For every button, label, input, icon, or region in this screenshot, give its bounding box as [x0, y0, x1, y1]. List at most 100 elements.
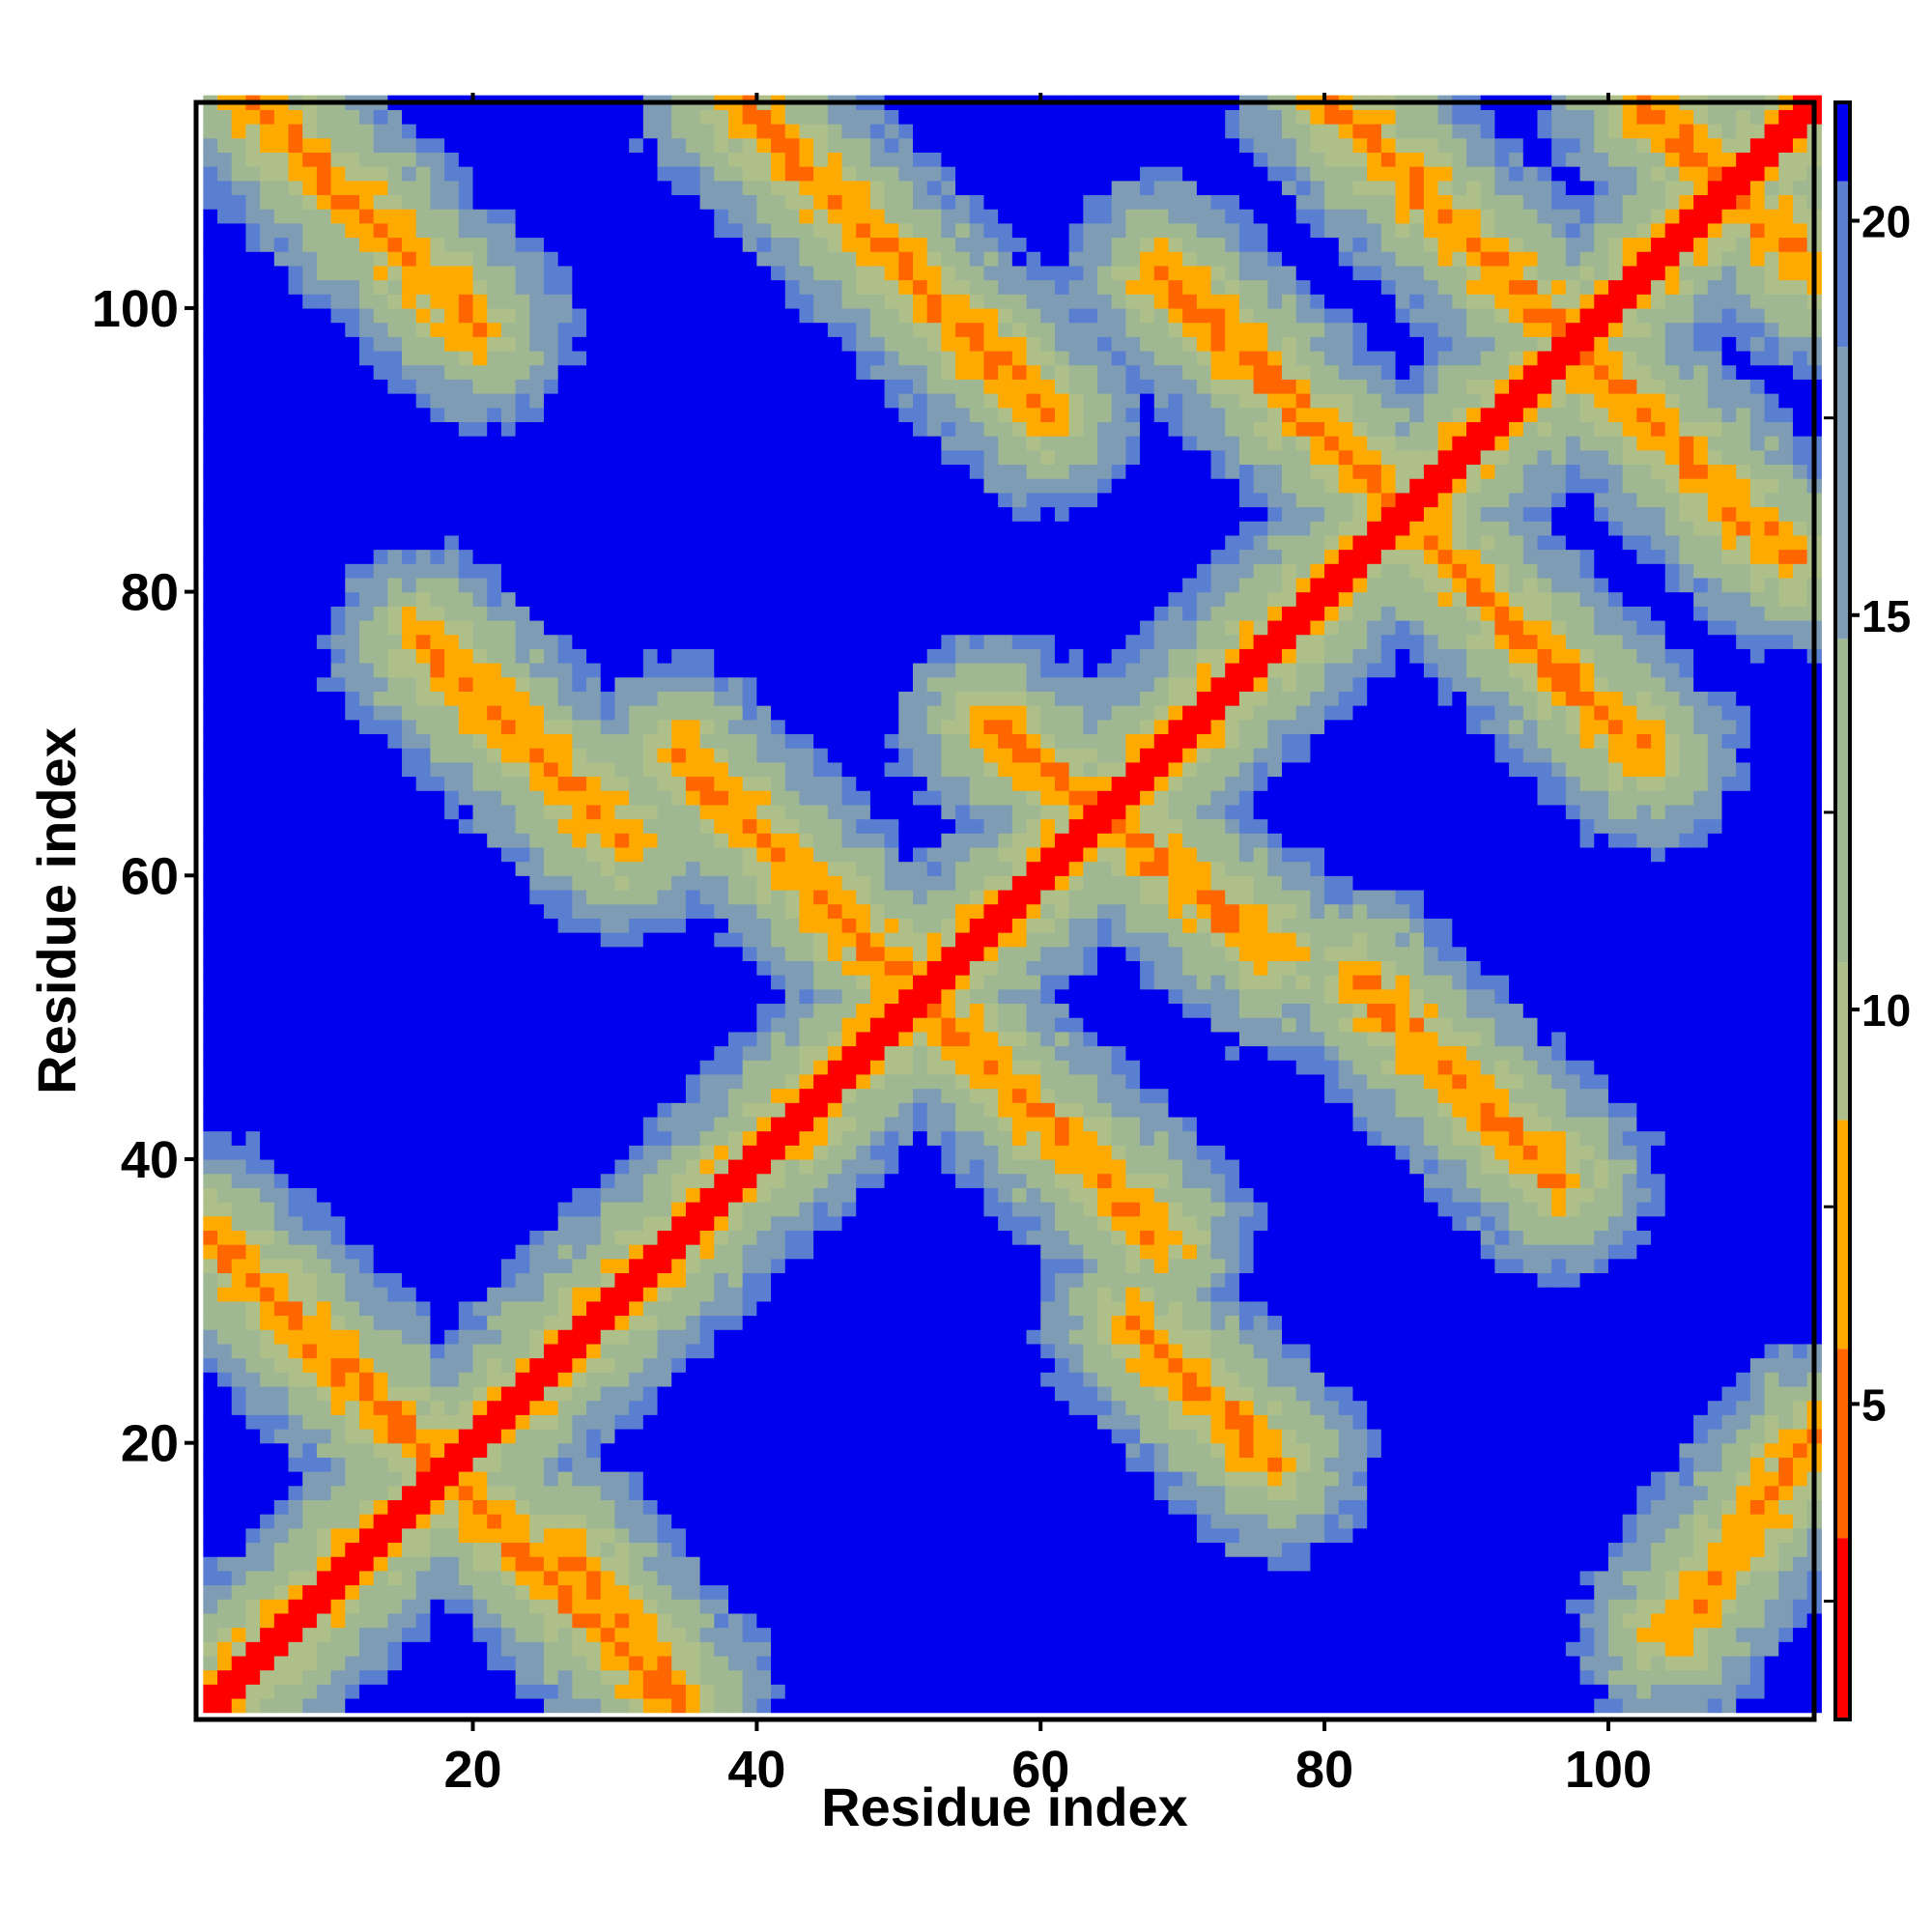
heatmap-cell [402, 1060, 416, 1074]
heatmap-cell [402, 1329, 416, 1344]
heatmap-cell [289, 308, 303, 323]
heatmap-cell [232, 421, 246, 436]
heatmap-cell [302, 535, 317, 550]
heatmap-cell [302, 478, 317, 493]
heatmap-cell [302, 1017, 317, 1032]
heatmap-cell [331, 464, 346, 478]
heatmap-cell [586, 1414, 601, 1429]
heatmap-cell [558, 975, 573, 989]
heatmap-cell [459, 1216, 473, 1231]
heatmap-cell [416, 152, 431, 166]
heatmap-cell [771, 762, 785, 777]
heatmap-cell [345, 408, 359, 422]
heatmap-cell [203, 947, 217, 961]
heatmap-cell [516, 521, 530, 535]
heatmap-cell [601, 521, 615, 535]
heatmap-cell [245, 138, 260, 153]
heatmap-cell [289, 1017, 303, 1032]
heatmap-cell [345, 777, 359, 791]
heatmap-cell [529, 777, 544, 791]
heatmap-cell [771, 152, 785, 166]
heatmap-cell [416, 1443, 431, 1458]
heatmap-cell [799, 1372, 813, 1386]
heatmap-cell [714, 1174, 728, 1188]
heatmap-cell [643, 1514, 658, 1528]
heatmap-cell [686, 1528, 700, 1543]
heatmap-cell [601, 109, 615, 124]
heatmap-cell [501, 620, 516, 635]
heatmap-cell [459, 1457, 473, 1471]
heatmap-cell [686, 1628, 700, 1642]
heatmap-cell [203, 1187, 217, 1202]
heatmap-cell [501, 294, 516, 308]
heatmap-cell [402, 1230, 416, 1244]
heatmap-cell [232, 109, 246, 124]
heatmap-cell [487, 379, 501, 393]
heatmap-cell [799, 635, 813, 649]
heatmap-cell [345, 1443, 359, 1458]
heatmap-cell [529, 875, 544, 890]
heatmap-cell [544, 1698, 558, 1713]
heatmap-cell [444, 408, 459, 422]
heatmap-cell [686, 1174, 700, 1188]
heatmap-cell [558, 1329, 573, 1344]
heatmap-cell [529, 1202, 544, 1216]
heatmap-cell [487, 847, 501, 862]
heatmap-cell [629, 1244, 643, 1259]
heatmap-cell [813, 493, 828, 507]
heatmap-cell [232, 819, 246, 834]
heatmap-cell [558, 450, 573, 465]
heatmap-cell [331, 1174, 346, 1188]
heatmap-cell [629, 1698, 643, 1713]
heatmap-cell [671, 351, 686, 365]
heatmap-cell [274, 1187, 289, 1202]
heatmap-cell [601, 1656, 615, 1670]
heatmap-cell [529, 578, 544, 592]
heatmap-cell [686, 280, 700, 295]
heatmap-cell [387, 918, 402, 932]
heatmap-cell [601, 478, 615, 493]
heatmap-cell [416, 1046, 431, 1061]
heatmap-cell [217, 1429, 232, 1443]
heatmap-cell [203, 521, 217, 535]
heatmap-cell [501, 904, 516, 919]
heatmap-cell [487, 1230, 501, 1244]
heatmap-cell [274, 1514, 289, 1528]
heatmap-cell [217, 1244, 232, 1259]
heatmap-cell [317, 1656, 331, 1670]
heatmap-cell [487, 1486, 501, 1500]
heatmap-cell [516, 932, 530, 947]
heatmap-cell [430, 1698, 444, 1713]
heatmap-cell [345, 578, 359, 592]
heatmap-cell [714, 606, 728, 620]
heatmap-cell [601, 1089, 615, 1103]
heatmap-cell [402, 124, 416, 138]
heatmap-cell [771, 620, 785, 635]
heatmap-cell [302, 1684, 317, 1698]
heatmap-cell [544, 393, 558, 408]
heatmap-cell [416, 1344, 431, 1358]
heatmap-cell [785, 890, 800, 904]
heatmap-cell [700, 421, 715, 436]
heatmap-cell [302, 918, 317, 932]
heatmap-cell [444, 805, 459, 819]
heatmap-cell [245, 450, 260, 465]
heatmap-cell [516, 124, 530, 138]
heatmap-cell [317, 677, 331, 692]
heatmap-cell [785, 223, 800, 238]
heatmap-cell [671, 932, 686, 947]
heatmap-cell [274, 223, 289, 238]
heatmap-cell [473, 294, 488, 308]
heatmap-cell [444, 1599, 459, 1613]
heatmap-cell [345, 918, 359, 932]
heatmap-cell [260, 1358, 274, 1373]
heatmap-cell [501, 1230, 516, 1244]
heatmap-cell [260, 493, 274, 507]
heatmap-cell [289, 975, 303, 989]
heatmap-cell [799, 733, 813, 748]
heatmap-cell [785, 1698, 800, 1713]
heatmap-cell [601, 904, 615, 919]
heatmap-cell [430, 109, 444, 124]
heatmap-cell [245, 1202, 260, 1216]
heatmap-cell [203, 762, 217, 777]
